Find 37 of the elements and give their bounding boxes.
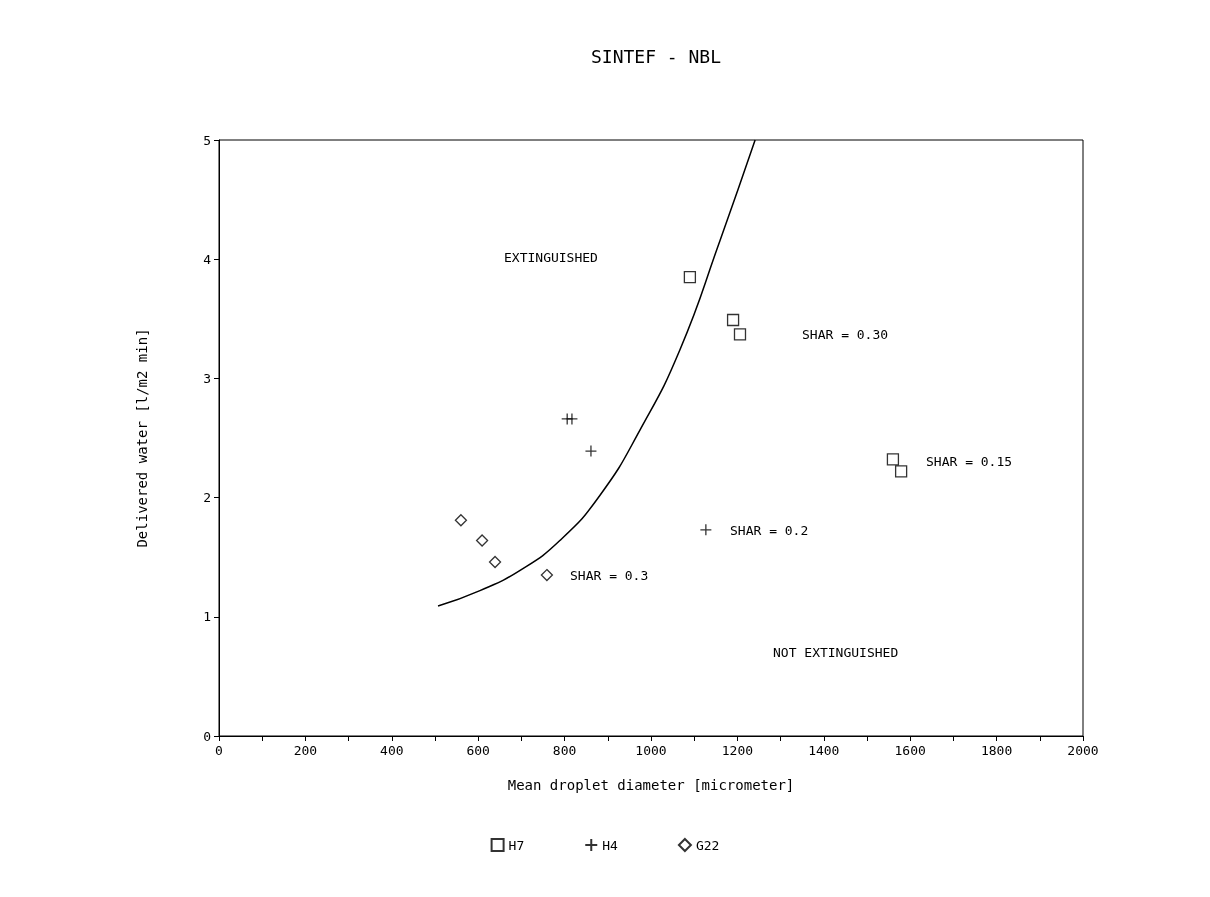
x-tick-label: 0: [215, 743, 223, 758]
legend-label: H7: [508, 837, 525, 853]
y-tick-label: 0: [203, 728, 211, 744]
point: [733, 328, 747, 341]
x-tick-label: 1000: [635, 743, 667, 758]
x-tick-label: 600: [466, 743, 490, 758]
x-tick-label: 800: [552, 743, 577, 758]
point: [683, 270, 697, 284]
x-tick-label: 1800: [980, 743, 1013, 758]
x-tick-label: 2000: [1067, 743, 1099, 758]
legend-label: H4: [602, 837, 619, 853]
y-tick-label: 1: [203, 609, 211, 625]
y-tick-label: 4: [203, 251, 212, 267]
x-tick-label: 200: [293, 743, 318, 758]
x-tick-label: 1600: [894, 743, 926, 758]
point: [540, 568, 554, 582]
annotation: SHAR = 0.3: [570, 567, 649, 583]
point: [454, 514, 468, 527]
point: [886, 453, 900, 466]
y-tick-label: 3: [203, 370, 211, 386]
y-tick-label: 5: [203, 132, 211, 148]
annotation: EXTINGUISHED: [504, 249, 599, 265]
annotation: SHAR = 0.2: [730, 522, 809, 538]
x-axis-title: Mean droplet diameter [micrometer]: [507, 777, 795, 793]
y-axis-title: Delivered water [l/m2 min]: [134, 328, 150, 548]
legend-label: G22: [695, 837, 720, 853]
point: [488, 555, 502, 569]
x-tick-label: 400: [380, 743, 404, 758]
point: [726, 313, 740, 327]
y-tick-label: 2: [203, 490, 211, 506]
annotation: NOT EXTINGUISHED: [773, 644, 899, 660]
x-tick-label: 1400: [808, 743, 840, 758]
point: [894, 465, 908, 478]
annotation: SHAR = 0.30: [802, 326, 889, 342]
annotation: SHAR = 0.15: [926, 453, 1013, 469]
x-tick-label: 1200: [721, 743, 754, 758]
chart-title: SINTEF - NBL: [590, 45, 722, 67]
